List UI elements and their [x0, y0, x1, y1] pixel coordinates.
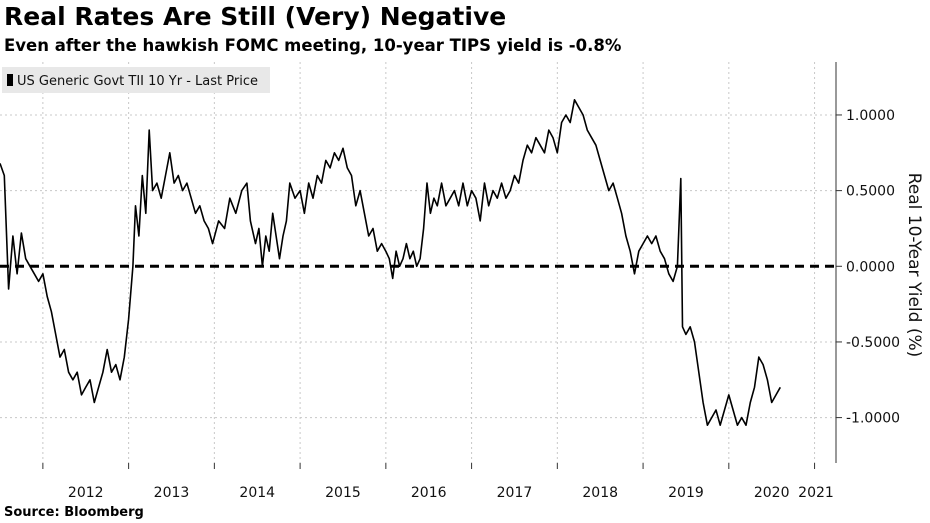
chart-title: Real Rates Are Still (Very) Negative [4, 2, 507, 31]
legend-label: US Generic Govt TII 10 Yr - Last Price [17, 74, 258, 89]
grid [0, 62, 836, 463]
y-ticks: 1.0000 0.5000 0.0000 -0.5000 -1.0000 [836, 108, 900, 427]
x-tick-label: 2014 [239, 485, 275, 501]
y-tick-label: 0.5000 [846, 184, 895, 200]
x-tick-label: 2013 [154, 485, 190, 501]
legend: US Generic Govt TII 10 Yr - Last Price [2, 67, 270, 93]
x-tick-label: 2012 [68, 485, 104, 501]
x-ticks: 2012 2013 2014 2015 2016 2017 2018 2019 2020 2021 [42, 463, 834, 501]
y-tick-label: 0.0000 [846, 259, 895, 275]
x-tick-label: 2019 [668, 485, 704, 501]
chart-subtitle: Even after the hawkish FOMC meeting, 10-… [4, 36, 622, 55]
y-tick-label: 1.0000 [846, 108, 895, 124]
source-note: Source: Bloomberg [4, 505, 144, 520]
series-line-tips-yield [0, 99, 781, 426]
x-tick-label: 2020 [754, 485, 790, 501]
y-tick-label: -0.5000 [846, 335, 900, 351]
y-tick-label: -1.0000 [846, 411, 900, 427]
x-tick-label: 2021 [798, 485, 834, 501]
x-tick-label: 2015 [325, 485, 361, 501]
x-tick-label: 2018 [582, 485, 618, 501]
y-axis-title: Real 10-Year Yield (%) [904, 173, 924, 358]
x-tick-label: 2016 [411, 485, 447, 501]
x-tick-label: 2017 [497, 485, 533, 501]
legend-swatch [7, 74, 13, 86]
legend-background [2, 67, 270, 93]
